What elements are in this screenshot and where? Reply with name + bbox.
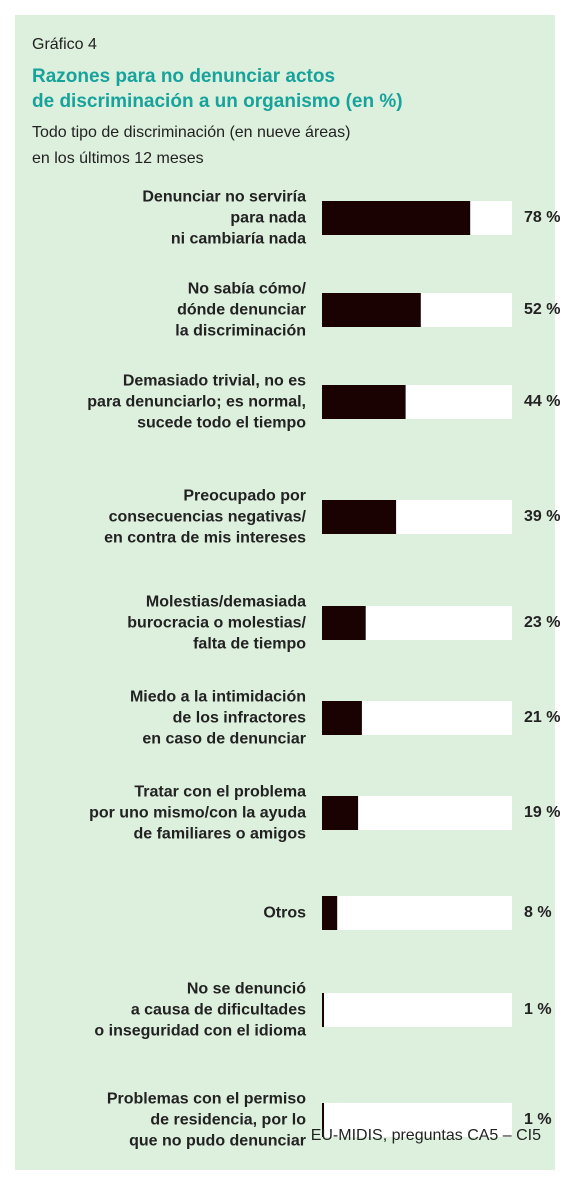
value-label: 21 % xyxy=(524,709,561,726)
category-label: Otros xyxy=(263,904,306,922)
category-label: Demasiado trivial, no es para denunciarl… xyxy=(87,372,306,432)
chart-label: Gráfico 4 xyxy=(32,36,97,53)
chart-title: Razones para no denunciar actos de discr… xyxy=(32,66,403,112)
bar xyxy=(322,293,421,327)
bar xyxy=(322,385,406,419)
bar xyxy=(322,993,324,1027)
value-label: 19 % xyxy=(524,804,561,821)
value-label: 1 % xyxy=(524,1111,552,1128)
bar xyxy=(322,701,362,735)
bar-track xyxy=(322,993,512,1027)
value-label: 1 % xyxy=(524,1001,552,1018)
bar xyxy=(322,1103,324,1137)
category-label: Denunciar no serviría para nada ni cambi… xyxy=(142,188,306,248)
source: EU-MIDIS, preguntas CA5 – CI5 xyxy=(310,1127,541,1144)
value-label: 78 % xyxy=(524,209,561,226)
bar xyxy=(322,500,397,534)
bar-track xyxy=(322,1103,512,1137)
value-label: 39 % xyxy=(524,508,561,525)
bar xyxy=(322,201,471,235)
value-label: 8 % xyxy=(524,904,552,921)
category-label: Preocupado por consecuencias negativas/ … xyxy=(104,487,306,547)
value-label: 52 % xyxy=(524,301,561,318)
category-label: No se denunció a causa de dificultades o… xyxy=(94,980,306,1040)
category-label: No sabía cómo/ dónde denunciar la discri… xyxy=(175,280,306,340)
category-label: Miedo a la intimidación de los infractor… xyxy=(129,688,306,748)
bar xyxy=(322,896,338,930)
category-label: Tratar con el problema por uno mismo/con… xyxy=(89,783,306,843)
bar xyxy=(322,606,366,640)
bar xyxy=(322,796,359,830)
value-label: 23 % xyxy=(524,614,561,631)
value-label: 44 % xyxy=(524,393,561,410)
category-label: Molestias/demasiada burocracia o molesti… xyxy=(127,593,306,653)
chart-subtitle: Todo tipo de discriminación (en nueve ár… xyxy=(32,124,351,167)
bar-track xyxy=(322,896,512,930)
category-label: Problemas con el permiso de residencia, … xyxy=(106,1090,306,1150)
